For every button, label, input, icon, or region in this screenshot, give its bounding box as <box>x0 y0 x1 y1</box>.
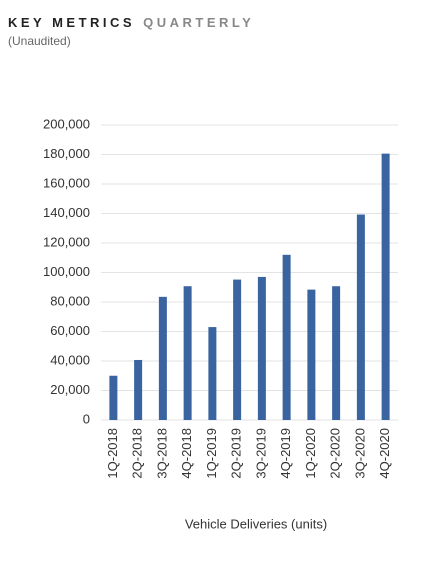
x-axis-label: Vehicle Deliveries (units) <box>185 516 327 531</box>
y-tick-label: 100,000 <box>43 264 90 279</box>
x-tick-label: 3Q-2020 <box>352 428 367 479</box>
bar <box>332 286 341 420</box>
y-tick-label: 0 <box>83 411 90 426</box>
bar <box>233 279 242 420</box>
y-tick-label: 200,000 <box>43 116 90 131</box>
bar <box>134 359 143 420</box>
y-tick-label: 40,000 <box>50 352 90 367</box>
y-tick-label: 180,000 <box>43 146 90 161</box>
x-tick-label: 1Q-2019 <box>204 428 219 479</box>
bar <box>183 286 192 420</box>
y-tick-label: 120,000 <box>43 234 90 249</box>
x-tick-label: 1Q-2020 <box>303 428 318 479</box>
chart-title: KEY METRICS QUARTERLY <box>8 15 254 30</box>
y-tick-label: 160,000 <box>43 175 90 190</box>
bar <box>257 276 266 420</box>
x-tick-label: 4Q-2019 <box>278 428 293 479</box>
bar <box>208 327 217 420</box>
bar <box>356 214 365 420</box>
x-tick-label: 2Q-2018 <box>130 428 145 479</box>
bar <box>282 254 291 420</box>
y-tick-label: 140,000 <box>43 205 90 220</box>
x-tick-label: 3Q-2019 <box>253 428 268 479</box>
x-tick-label: 4Q-2020 <box>377 428 392 479</box>
y-tick-label: 80,000 <box>50 293 90 308</box>
y-tick-label: 60,000 <box>50 323 90 338</box>
x-tick-label: 4Q-2018 <box>179 428 194 479</box>
chart-subtitle: (Unaudited) <box>8 34 71 48</box>
bar <box>158 296 167 420</box>
bar <box>307 289 316 420</box>
x-tick-label: 2Q-2020 <box>328 428 343 479</box>
x-tick-label: 2Q-2019 <box>229 428 244 479</box>
bar <box>381 153 390 421</box>
x-tick-label: 3Q-2018 <box>154 428 169 479</box>
y-tick-label: 20,000 <box>50 382 90 397</box>
x-tick-label: 1Q-2018 <box>105 428 120 479</box>
bar <box>109 375 118 420</box>
